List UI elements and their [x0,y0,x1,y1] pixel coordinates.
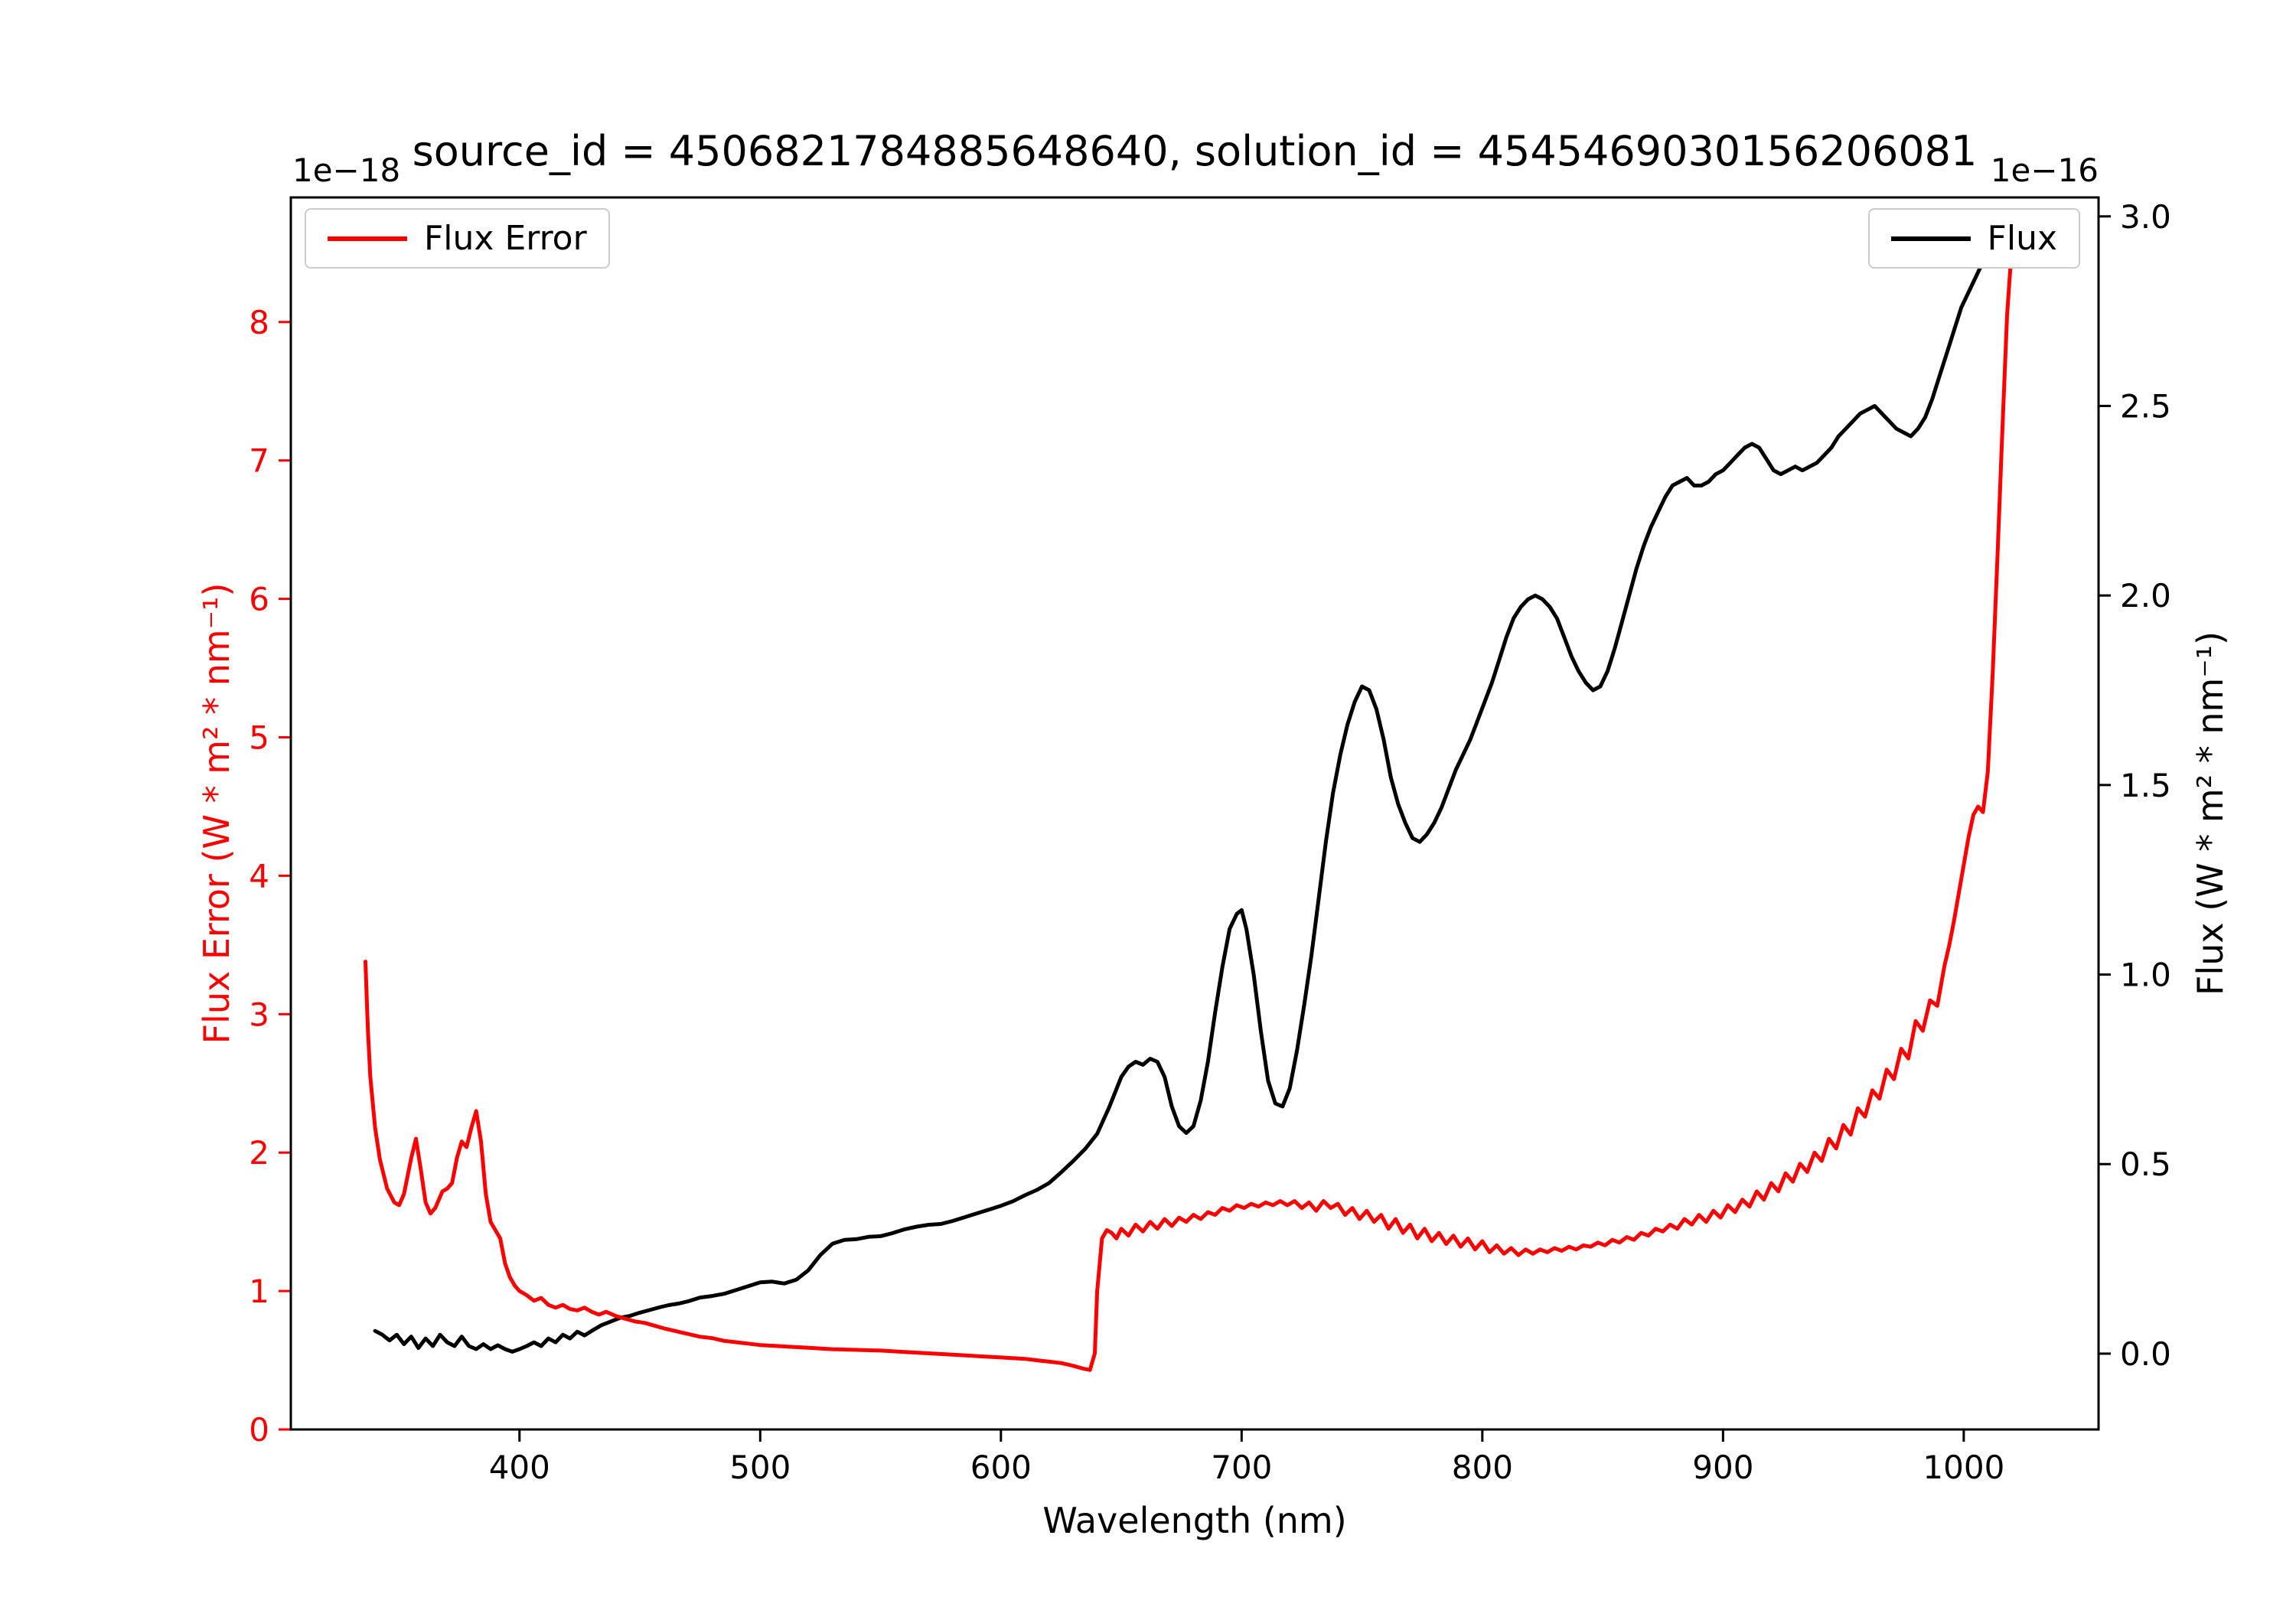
right-y-tick-label: 0.0 [2120,1335,2171,1373]
plot-frame [289,196,2100,1431]
left-y-tick-label: 0 [249,1411,269,1449]
chart-title: source_id = 4506821784885648640, solutio… [412,127,1978,175]
red-line-sample-icon [328,236,407,241]
x-tick-label: 600 [970,1449,1032,1486]
x-tick-label: 400 [489,1449,550,1486]
legend-flux-error-label: Flux Error [424,219,587,258]
x-tick-label: 800 [1452,1449,1513,1486]
right-y-tick-label: 0.5 [2120,1146,2171,1183]
flux-line [373,252,2004,1354]
x-tick-label: 900 [1692,1449,1753,1486]
black-line-sample-icon [1890,236,1971,241]
left-y-tick-label: 3 [249,996,269,1033]
x-tick-label: 1000 [1923,1449,2004,1486]
legend-flux-label: Flux [1987,219,2057,258]
x-tick-label: 700 [1211,1449,1272,1486]
right-y-tick-label: 2.5 [2120,387,2171,425]
left-y-tick-label: 4 [249,857,269,895]
x-axis-label: Wavelength (nm) [1042,1500,1347,1541]
right-y-tick-label: 1.5 [2120,767,2171,804]
left-y-tick-label: 7 [249,442,269,480]
left-axis-offset-label: 1e−18 [292,152,401,189]
legend-flux-error: Flux Error [305,208,610,269]
right-y-tick-label: 2.0 [2120,577,2171,614]
left-y-axis-label: Flux Error (W * m² * nm⁻¹) [196,582,237,1045]
legend-flux: Flux [1867,208,2080,269]
right-y-tick-label: 3.0 [2120,198,2171,236]
flux-error-line [364,243,2014,1372]
right-y-tick-label: 1.0 [2120,957,2171,994]
left-y-tick-label: 5 [249,719,269,757]
left-y-tick-label: 6 [249,581,269,618]
right-axis-offset-label: 1e−16 [1990,152,2099,189]
left-y-tick-label: 8 [249,304,269,341]
x-tick-label: 500 [729,1449,791,1486]
left-y-tick-label: 2 [249,1134,269,1172]
left-y-tick-label: 1 [249,1273,269,1310]
right-y-axis-label: Flux (W * m² * nm⁻¹) [2190,631,2231,996]
